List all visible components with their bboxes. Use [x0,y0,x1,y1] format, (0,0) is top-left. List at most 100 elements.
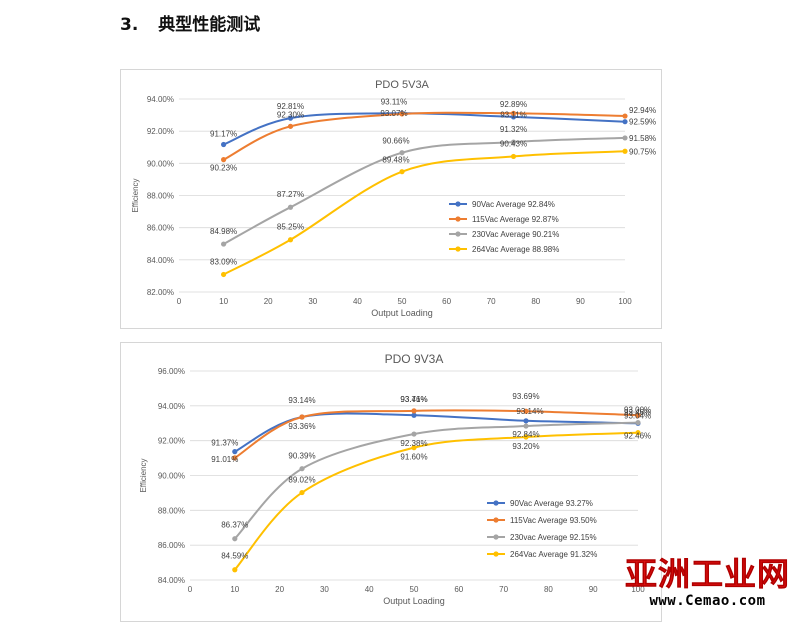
data-label: 89.48% [382,156,409,165]
data-point [221,157,227,163]
data-point [299,414,305,420]
data-point [287,237,294,243]
data-label: 87.27% [277,190,304,199]
data-point [232,449,238,455]
data-label: 93.46% [624,408,651,417]
data-point [510,153,517,160]
y-tick-label: 84.00% [147,256,174,265]
data-label: 93.71% [400,395,427,404]
x-axis-label: Output Loading [371,308,433,318]
legend-swatch-marker [455,201,461,207]
legend-swatch-marker [455,231,461,237]
data-label: 93.07% [380,109,407,118]
section-heading: 3. 典型性能测试 [120,10,260,35]
x-tick-label: 30 [320,585,329,594]
x-tick-label: 100 [618,297,632,306]
data-point [232,455,238,461]
data-point [411,445,417,451]
data-label: 93.14% [516,407,543,416]
x-tick-label: 70 [487,297,496,306]
data-point [411,408,417,414]
x-tick-label: 80 [544,585,553,594]
y-tick-label: 92.00% [158,437,185,446]
chart-title: PDO 5V3A [375,79,429,91]
data-point [622,113,628,119]
data-point [635,430,641,436]
x-tick-label: 0 [188,585,193,594]
data-label: 86.37% [221,521,248,530]
data-point [399,169,405,175]
watermark-url: www.Cemao.com [649,593,766,609]
data-label: 89.02% [288,476,315,485]
y-tick-label: 90.00% [158,472,185,481]
data-point [411,412,417,418]
x-tick-label: 30 [308,297,317,306]
data-label: 92.94% [629,106,656,115]
x-tick-label: 40 [365,585,374,594]
legend-entry: 264Vac Average 91.32% [510,550,597,559]
legend-swatch-marker [455,246,461,252]
data-point [287,115,294,121]
chart-title: PDO 9V3A [385,352,444,366]
data-point [287,123,294,129]
data-label: 83.09% [210,257,237,266]
y-axis-label: Efficiency [139,458,148,492]
data-label: 92.84% [512,430,539,439]
data-label: 93.00% [624,405,651,414]
watermark-logo-text: 亚洲工业网 [624,555,790,593]
data-point [635,412,641,418]
data-label: 90.39% [288,452,315,461]
chart-svg-5v3a: PDO 5V3A 82.00% 84.00% 86.00% 88.00% 90.00% 92… [131,79,656,318]
legend-entry: 90Vac Average 93.27% [510,499,593,508]
legend-swatch-marker [493,534,499,540]
data-label: 93.69% [512,392,539,401]
x-tick-label: 70 [499,585,508,594]
data-label: 92.59% [629,118,656,127]
data-point [523,408,529,414]
data-point [523,423,529,429]
section-number: 3. [120,15,139,35]
chart-pdo-9v3a: PDO 9V3A 84.00% 86.00% 88.00% 90.00% 92.00% 94… [120,342,662,622]
data-label: 91.32% [500,125,527,134]
y-tick-label: 84.00% [158,576,185,585]
y-tick-label: 96.00% [158,367,185,376]
y-tick-label: 88.00% [147,192,174,201]
data-label: 90.75% [629,147,656,156]
data-point [523,418,529,424]
data-label: 93.20% [512,442,539,451]
y-tick-label: 88.00% [158,506,185,515]
data-point [299,466,305,472]
y-tick-label: 82.00% [147,288,174,297]
data-point [232,567,238,573]
x-tick-label: 50 [410,585,419,594]
data-label: 93.36% [288,422,315,431]
x-tick-label: 90 [576,297,585,306]
watermark: 亚洲工业网 www.Cemao.com [620,556,795,610]
data-point [221,241,227,247]
y-tick-label: 94.00% [158,402,185,411]
legend-swatch-marker [493,551,499,557]
data-label: 93.04% [624,412,651,421]
y-tick-label: 92.00% [147,127,174,136]
legend-entry: 115Vac Average 92.87% [472,215,559,224]
data-label: 92.30% [277,110,304,119]
data-label: 84.98% [210,227,237,236]
data-label: 85.25% [277,223,304,232]
data-label: 91.17% [210,130,237,139]
data-label: 93.46% [400,395,427,404]
data-point [622,135,628,141]
data-point [622,148,628,154]
x-tick-label: 50 [398,297,407,306]
data-label: 90.43% [500,139,527,148]
x-tick-label: 60 [454,585,463,594]
data-label: 90.23% [210,164,237,173]
legend-entry: 230Vac Average 90.21% [472,230,559,239]
data-point [299,489,305,496]
x-axis-label: Output Loading [383,596,445,606]
x-tick-label: 40 [353,297,362,306]
legend-swatch-marker [455,216,461,222]
data-label: 91.58% [629,134,656,143]
data-label: 92.89% [500,100,527,109]
legend-entry: 230vac Average 92.15% [510,533,597,542]
data-point [221,271,227,278]
